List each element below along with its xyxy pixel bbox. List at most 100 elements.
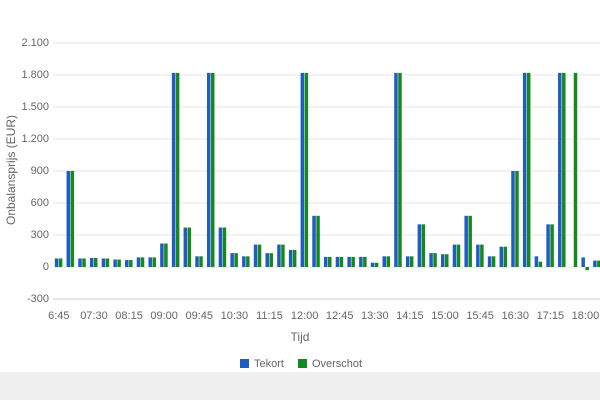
y-tick-label: 1.200 [21,133,49,145]
legend-swatch [240,359,249,368]
y-tick-label: 900 [31,165,49,177]
bar [183,227,188,267]
bar [433,253,437,267]
bar [347,256,351,267]
legend-label: Overschot [312,358,362,370]
bar [253,244,258,267]
bar [222,227,227,267]
bar [152,257,156,267]
x-axis-title: Tijd [291,330,310,344]
bar [499,246,504,267]
x-tick-label: 09:45 [186,310,214,322]
bar [386,256,391,267]
bar [210,72,215,267]
x-tick-label: 15:00 [431,310,459,322]
legend-swatch [297,359,307,368]
bar [140,257,145,267]
bar [374,262,379,267]
bar [394,72,398,267]
bar [417,224,422,267]
bar [359,256,363,267]
bar [312,215,316,267]
bar [597,260,600,267]
bar [257,244,262,267]
bar [398,72,402,267]
bar [101,258,106,267]
y-tick-label: 2.100 [21,37,49,49]
x-tick-label: 08:15 [115,310,143,322]
bar [195,256,199,267]
x-tick-label: 14:15 [396,310,424,322]
bar [581,257,585,267]
bar [339,256,344,267]
y-axis-title: Onbalansprijs (EUR) [4,115,18,225]
bar [328,256,332,267]
bar [405,256,410,267]
bar [468,215,472,267]
bar [558,72,562,267]
x-tick-label: 13:30 [361,310,389,322]
bar [363,256,367,267]
bar [445,254,449,267]
bar [464,215,468,267]
x-tick-label: 17:15 [537,310,565,322]
y-tick-label: 0 [43,261,49,273]
bar [187,227,192,267]
bar [230,253,234,267]
bar [487,256,492,267]
x-tick-label: 16:30 [501,310,529,322]
bar [218,227,223,267]
y-tick-label: 1.800 [21,69,49,81]
bar [171,72,176,267]
x-tick-label: 10:30 [221,310,249,322]
bar [105,258,110,267]
bar [441,254,445,267]
bar [300,72,305,267]
bar [113,259,117,267]
bar [136,257,141,267]
x-tick-label: 6:45 [48,310,69,322]
bar [160,243,164,267]
bar [70,171,75,267]
bar [456,244,461,267]
bar [351,256,355,267]
bar [429,253,433,267]
bar [58,258,63,267]
bar [421,224,426,267]
bar [175,72,180,267]
bar [125,260,129,267]
bar [82,258,86,267]
y-tick-label: 1.500 [21,101,49,113]
footer-band [0,372,600,400]
bar [277,244,281,267]
bar [382,256,387,267]
bar [66,171,71,267]
bar [117,259,121,267]
bar [246,256,250,267]
bar [550,224,554,267]
bar [522,72,527,267]
bar [129,260,133,267]
x-tick-label: 09:00 [150,310,178,322]
bar [593,260,597,267]
bar [476,244,480,267]
bar [269,253,273,267]
x-tick-label: 18:00 [572,310,600,322]
x-tick-label: 11:15 [256,310,283,322]
bar [515,171,519,267]
bar [370,262,375,267]
bar [89,257,94,267]
legend-label: Tekort [254,358,284,370]
x-tick-label: 12:45 [326,310,354,322]
bar [265,253,269,267]
bar [78,258,82,267]
bar [281,244,285,267]
bar [452,244,457,267]
x-tick-label: 07:30 [80,310,108,322]
bar [562,72,566,267]
bar [335,256,340,267]
bar [538,261,543,267]
bar [534,256,539,267]
x-tick-label: 15:45 [466,310,494,322]
